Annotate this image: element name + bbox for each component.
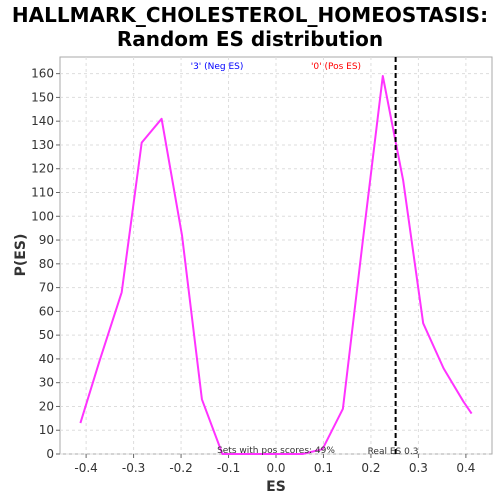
y-tick-label: 20 (39, 399, 54, 413)
y-tick-label: 30 (39, 376, 54, 390)
y-axis-label: P(ES) (13, 234, 29, 277)
x-tick-label: -0.2 (169, 461, 192, 475)
pos-es-annotation: '0' (Pos ES) (311, 62, 361, 72)
y-tick-label: 60 (39, 304, 54, 318)
y-tick-label: 10 (39, 423, 54, 437)
series-line (79, 75, 473, 455)
x-tick-label: -0.4 (74, 461, 97, 475)
y-tick-label: 110 (31, 186, 54, 200)
y-tick-label: 120 (31, 162, 54, 176)
grid-lines (60, 57, 492, 455)
axes: 0 10 20 30 40 50 60 70 80 90 100 110 120 130 140 150 160… (31, 67, 475, 475)
x-tick-label: -0.1 (217, 461, 240, 475)
y-tick-label: 140 (31, 114, 54, 128)
y-tick-label: 150 (31, 90, 54, 104)
y-tick-label: 160 (31, 67, 54, 81)
chart-title-line-2: Random ES distribution (117, 27, 383, 51)
pos-scores-annotation: Sets with pos scores: 49% (217, 446, 335, 456)
y-tick-label: 50 (39, 328, 54, 342)
y-tick-label: 70 (39, 281, 54, 295)
neg-es-annotation: '3' (Neg ES) (191, 62, 244, 72)
x-tick-label: 0.1 (314, 461, 333, 475)
series-layer (79, 75, 473, 455)
y-tick-label: 90 (39, 233, 54, 247)
x-tick-label: -0.3 (122, 461, 145, 475)
x-tick-label: 0.4 (456, 461, 475, 475)
y-tick-label: 130 (31, 138, 54, 152)
y-tick-label: 0 (46, 447, 54, 461)
x-tick-label: 0.0 (266, 461, 285, 475)
y-tick-label: 100 (31, 209, 54, 223)
x-tick-label: 0.2 (361, 461, 380, 475)
chart-title-line-1: HALLMARK_CHOLESTEROL_HOMEOSTASIS: (12, 3, 488, 27)
x-axis-label: ES (266, 479, 286, 495)
x-tick-label: 0.3 (409, 461, 428, 475)
y-tick-label: 80 (39, 257, 54, 271)
real-es-annotation: Real ES 0.3 (368, 447, 419, 457)
y-tick-label: 40 (39, 352, 54, 366)
